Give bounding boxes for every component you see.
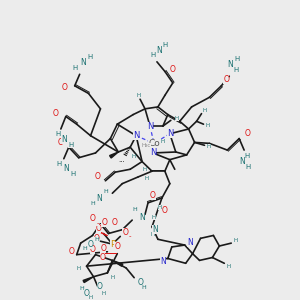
Text: O: O xyxy=(97,282,102,291)
Text: O: O xyxy=(114,242,120,251)
Text: H: H xyxy=(103,189,108,194)
Text: N: N xyxy=(147,122,153,130)
Text: H: H xyxy=(133,207,137,212)
Text: O: O xyxy=(58,138,64,147)
Text: H: H xyxy=(234,68,239,74)
Text: N: N xyxy=(139,213,145,222)
Text: H: H xyxy=(136,93,140,98)
Text: O: O xyxy=(100,244,106,253)
Text: H: H xyxy=(131,154,135,159)
Text: O: O xyxy=(170,65,176,74)
Text: H: H xyxy=(56,161,62,167)
Text: P: P xyxy=(110,240,115,249)
Text: O: O xyxy=(94,234,99,243)
Text: Co: Co xyxy=(148,139,160,148)
Text: H₃c: H₃c xyxy=(141,143,151,148)
Text: O: O xyxy=(244,129,250,138)
Text: N: N xyxy=(61,135,67,144)
Text: O: O xyxy=(84,290,89,298)
Text: O: O xyxy=(90,214,95,223)
Text: O: O xyxy=(137,278,143,287)
Text: H: H xyxy=(142,285,146,290)
Text: O: O xyxy=(162,206,168,215)
Text: H: H xyxy=(90,201,95,206)
Text: N: N xyxy=(63,164,69,173)
Text: H: H xyxy=(143,167,147,172)
Text: N: N xyxy=(239,157,245,166)
Text: O: O xyxy=(223,75,229,84)
Text: H: H xyxy=(245,164,251,170)
Text: N: N xyxy=(80,58,86,67)
Text: H: H xyxy=(175,116,179,121)
Text: O: O xyxy=(88,240,94,249)
Text: H: H xyxy=(68,142,74,148)
Text: O: O xyxy=(150,191,156,200)
Text: H: H xyxy=(162,42,167,48)
Text: O: O xyxy=(90,245,95,254)
Text: O: O xyxy=(122,228,128,237)
Text: H: H xyxy=(206,144,211,149)
Text: O: O xyxy=(62,83,68,92)
Text: N: N xyxy=(160,257,166,266)
Text: N: N xyxy=(152,225,158,234)
Text: H: H xyxy=(161,139,165,144)
Text: O: O xyxy=(101,218,107,227)
Text: O: O xyxy=(69,247,75,256)
Text: ...: ... xyxy=(118,157,124,163)
Text: H: H xyxy=(76,266,81,271)
Text: H: H xyxy=(226,264,230,269)
Polygon shape xyxy=(112,260,123,266)
Text: H: H xyxy=(150,52,156,58)
Text: N: N xyxy=(187,238,193,247)
Text: N: N xyxy=(227,60,233,69)
Text: N: N xyxy=(156,46,162,55)
Text: N: N xyxy=(133,131,139,140)
Text: H: H xyxy=(244,153,250,159)
Polygon shape xyxy=(83,277,94,283)
Text: N: N xyxy=(150,148,156,158)
Text: N: N xyxy=(167,129,173,138)
Text: N: N xyxy=(97,194,102,202)
Text: -: - xyxy=(96,220,99,226)
Text: H: H xyxy=(235,56,240,62)
Text: H: H xyxy=(158,205,162,210)
Text: H: H xyxy=(152,215,156,220)
Text: H: H xyxy=(202,108,207,113)
Text: H: H xyxy=(82,246,87,251)
Text: H: H xyxy=(101,290,106,296)
Polygon shape xyxy=(110,152,118,158)
Text: -: - xyxy=(129,233,131,239)
Text: H: H xyxy=(233,238,237,243)
Text: H: H xyxy=(70,171,75,177)
Text: H: H xyxy=(88,295,93,300)
Text: H: H xyxy=(79,286,84,291)
Text: O: O xyxy=(95,224,101,233)
Text: H: H xyxy=(145,176,149,181)
Text: O: O xyxy=(94,172,100,182)
Text: H: H xyxy=(87,54,92,60)
Text: H: H xyxy=(110,275,114,280)
Text: H: H xyxy=(55,131,61,137)
Text: O: O xyxy=(100,253,105,262)
Text: H: H xyxy=(151,232,155,237)
Text: H: H xyxy=(94,237,99,242)
Text: O: O xyxy=(53,109,59,118)
Text: O: O xyxy=(111,218,117,227)
Text: H: H xyxy=(206,123,209,128)
Text: H: H xyxy=(72,64,77,70)
